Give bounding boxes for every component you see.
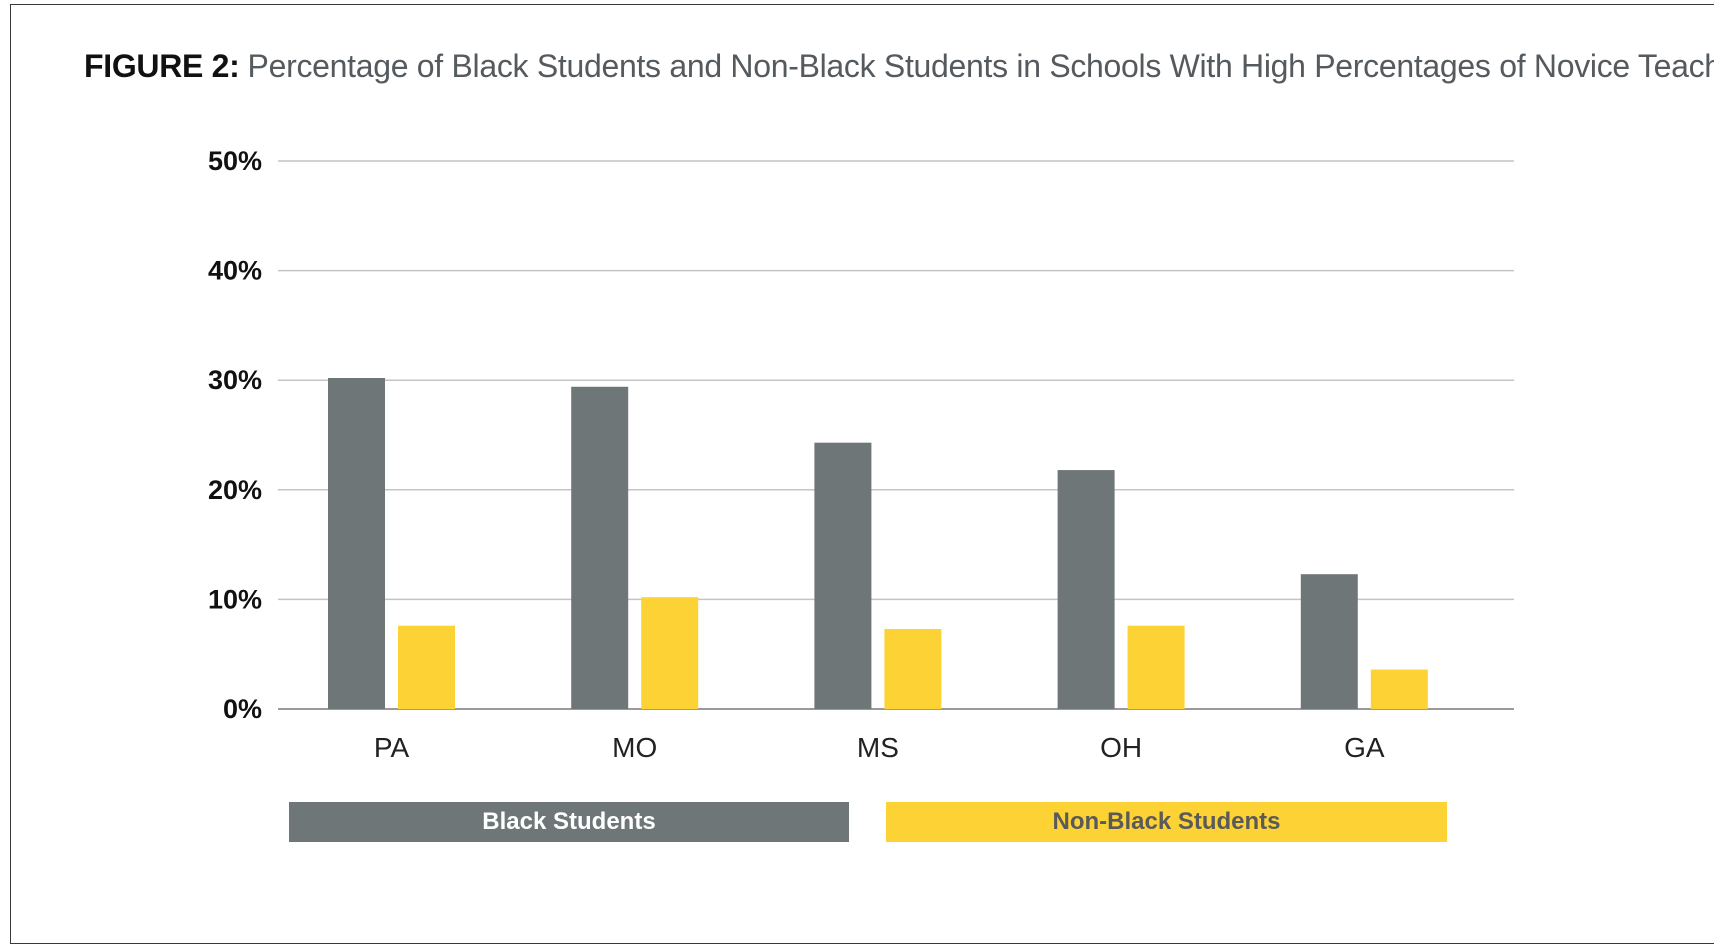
y-tick-label-40: 40% <box>208 256 262 286</box>
bar-pa-non-black-students <box>398 625 455 709</box>
x-tick-label-oh: OH <box>1100 732 1142 763</box>
x-axis-tick-labels: PA MO MS OH GA <box>374 732 1385 763</box>
x-tick-label-ga: GA <box>1344 732 1385 763</box>
figure-title: FIGURE 2: Percentage of Black Students an… <box>84 48 1714 85</box>
figure-label: FIGURE 2: <box>84 48 240 84</box>
y-tick-label-10: 10% <box>208 584 262 614</box>
x-tick-label-ms: MS <box>857 732 899 763</box>
bar-mo-non-black-students <box>641 597 699 709</box>
bars <box>328 378 1428 709</box>
figure-title-text: Percentage of Black Students and Non-Bla… <box>247 48 1714 84</box>
bar-mo-black-students <box>571 386 629 709</box>
bar-ms-non-black-students <box>884 628 942 709</box>
y-tick-label-20: 20% <box>208 475 262 505</box>
bar-ga-black-students <box>1300 574 1358 709</box>
legend-black-students: Black Students <box>289 802 849 842</box>
legend-label-black-students: Black Students <box>482 808 656 835</box>
y-axis-tick-labels: 0% 10% 20% 30% 40% 50% <box>208 146 262 724</box>
bar-pa-black-students <box>328 378 385 709</box>
legend-label-non-black-students: Non-Black Students <box>1052 808 1281 835</box>
bar-oh-black-students <box>1057 470 1115 709</box>
y-tick-label-50: 50% <box>208 146 262 176</box>
y-tick-label-30: 30% <box>208 365 262 395</box>
bar-oh-non-black-students <box>1127 625 1185 709</box>
bar-ms-black-students <box>814 442 872 709</box>
bar-chart: 0% 10% 20% 30% 40% 50% PA MO MS OH GA <box>208 146 1514 763</box>
bar-ga-non-black-students <box>1370 669 1428 709</box>
x-tick-label-pa: PA <box>374 732 410 763</box>
legend-non-black-students: Non-Black Students <box>886 802 1447 842</box>
y-tick-label-0: 0% <box>223 694 262 724</box>
x-tick-label-mo: MO <box>612 732 657 763</box>
